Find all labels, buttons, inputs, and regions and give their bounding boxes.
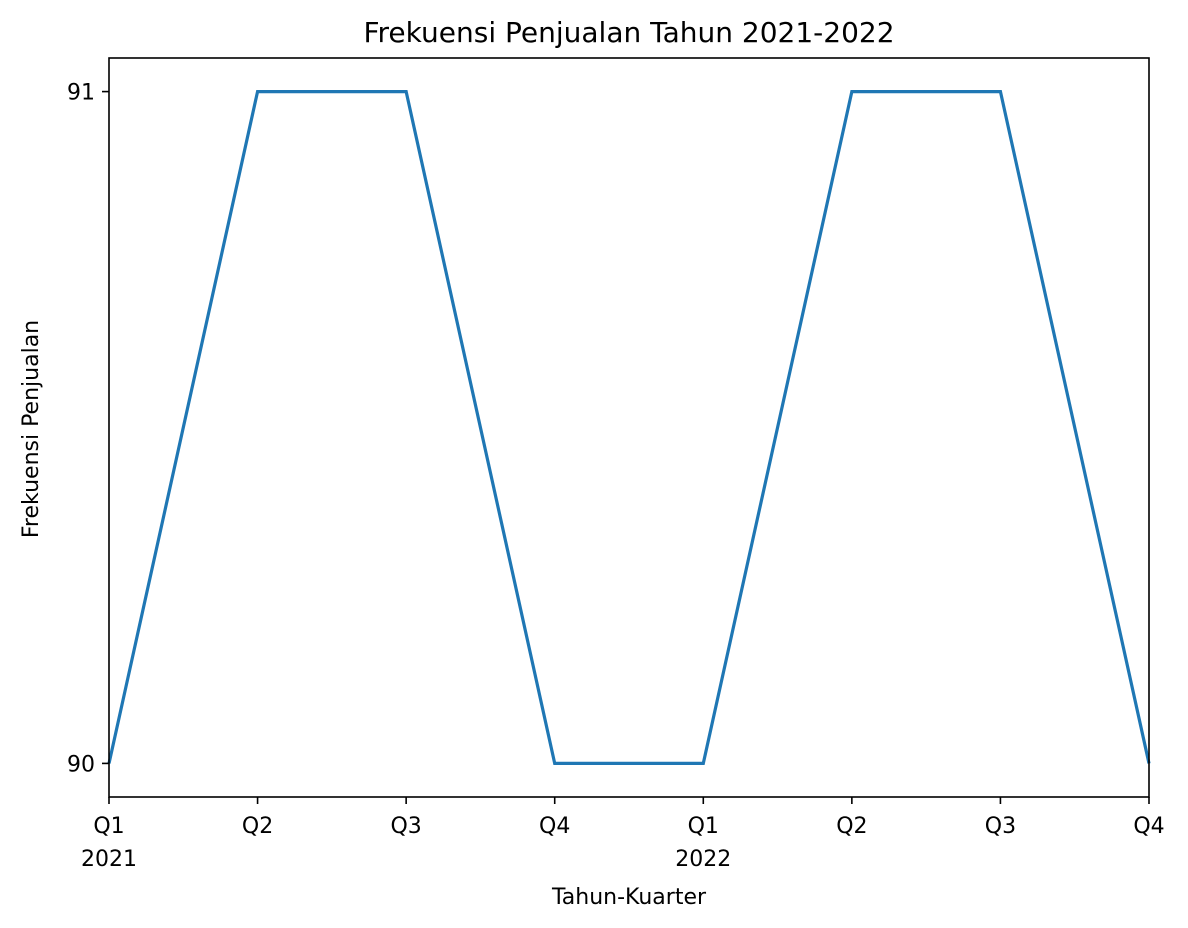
series-line-0 <box>107 89 1151 766</box>
y-tick-label: 90 <box>67 752 95 777</box>
x-tick-year-label: 2021 <box>81 847 137 872</box>
x-tick-label: Q3 <box>390 814 421 839</box>
x-tick-label: Q2 <box>242 814 273 839</box>
x-axis-label: Tahun-Kuarter <box>551 885 707 910</box>
x-tick-label: Q4 <box>539 814 570 839</box>
x-tick-label: Q4 <box>1133 814 1164 839</box>
chart-title: Frekuensi Penjualan Tahun 2021-2022 <box>363 16 894 49</box>
y-axis-label: Frekuensi Penjualan <box>19 320 44 538</box>
x-tick-year-label: 2022 <box>675 847 731 872</box>
x-tick-label: Q1 <box>93 814 124 839</box>
plot-area: 90 91 Q1 2021 Q2 Q3 Q4 Q1 2022 Q2 Q3 Q4 <box>67 57 1165 872</box>
y-tick-label: 91 <box>67 81 95 106</box>
x-tick-label: Q3 <box>985 814 1016 839</box>
x-tick-label: Q1 <box>688 814 719 839</box>
x-tick-label: Q2 <box>836 814 867 839</box>
plot-frame <box>108 57 1150 798</box>
